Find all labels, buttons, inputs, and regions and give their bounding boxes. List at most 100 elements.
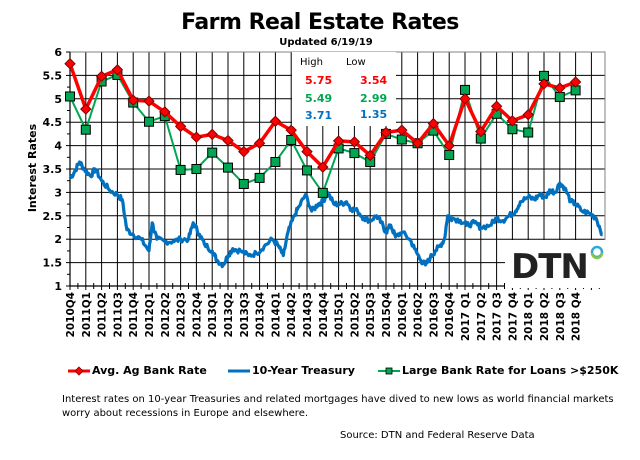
avg-ag-bank-point bbox=[80, 103, 92, 115]
x-tick-label: 2018 Q1 bbox=[523, 292, 535, 341]
avg-ag-bank-point bbox=[364, 149, 376, 162]
x-tick-label: 2016Q1 bbox=[397, 292, 409, 337]
legend-item-large-bank-rate: Large Bank Rate for Loans >$250K bbox=[378, 364, 618, 377]
avg-ag-bank-point bbox=[95, 70, 108, 83]
avg-ag-bank-point bbox=[554, 82, 566, 94]
source-credit: Source: DTN and Federal Reserve Data bbox=[340, 430, 535, 441]
x-axis-ticks: 2010Q4 2011Q1 2011Q2 2011Q3 2011Q4 2012Q1 2012… bbox=[65, 283, 600, 341]
x-tick-label: 2011Q3 bbox=[112, 292, 124, 337]
chart: 11.522.533.544.555.56 2010Q4 2011Q1 2011Q2… bbox=[26, 46, 606, 341]
x-tick-label: 2011Q4 bbox=[128, 292, 140, 337]
large-bank-point bbox=[302, 165, 312, 176]
avg-ag-bank-point bbox=[396, 124, 408, 136]
y-tick-label: 5.5 bbox=[43, 69, 63, 82]
avg-ag-bank-point bbox=[411, 137, 424, 149]
x-tick-label: 2015Q4 bbox=[381, 292, 393, 337]
avg-ag-bank-point bbox=[490, 100, 503, 112]
x-tick-label: 2017 Q4 bbox=[507, 292, 519, 341]
x-tick-label: 2012Q2 bbox=[160, 292, 172, 337]
x-tick-label: 2016Q3 bbox=[428, 292, 440, 337]
avg-ag-bank-point bbox=[159, 106, 171, 118]
x-tick-label: 2015Q3 bbox=[365, 292, 377, 337]
avg-ag-bank-point bbox=[459, 93, 471, 105]
large-bank-point bbox=[444, 149, 455, 160]
x-tick-label: 2010Q4 bbox=[65, 292, 77, 337]
avg-ag-bank-point bbox=[222, 134, 234, 147]
x-tick-label: 2013Q2 bbox=[223, 292, 235, 337]
avg-low-value: 3.54 bbox=[360, 74, 388, 87]
avg-ag-bank-point bbox=[269, 115, 282, 127]
x-tick-label: 2012Q1 bbox=[144, 292, 156, 337]
avg-ag-bank-point bbox=[285, 124, 297, 136]
x-tick-label: 2016Q2 bbox=[413, 292, 425, 337]
avg-ag-bank-point bbox=[111, 64, 124, 76]
legend-item-10-year-treasury: 10-Year Treasury bbox=[228, 364, 355, 377]
large-bank-point bbox=[223, 162, 233, 173]
large-bank-point bbox=[460, 84, 470, 95]
y-tick-label: 6 bbox=[54, 46, 62, 59]
x-tick-label: 2011Q2 bbox=[97, 292, 109, 337]
y-axis-ticks: 1 1.5 2 2.5 3 3.5 4 4.5 5 5.5 6 bbox=[43, 46, 70, 293]
avg-ag-bank-point bbox=[380, 126, 392, 139]
x-tick-label: 2015Q2 bbox=[349, 292, 361, 337]
legend-line-icon bbox=[228, 369, 250, 372]
y-tick-label: 4.5 bbox=[43, 116, 63, 129]
legend-item-avg-ag-bank-rate: Avg. Ag Bank Rate bbox=[68, 364, 207, 377]
avg-ag-bank-point bbox=[143, 95, 155, 107]
x-tick-label: 2014Q1 bbox=[270, 292, 282, 337]
y-tick-label: 3.5 bbox=[43, 163, 63, 176]
x-tick-label: 2018 Q3 bbox=[555, 292, 567, 341]
large-bank-point bbox=[144, 116, 154, 127]
large-bank-point bbox=[207, 147, 218, 158]
x-tick-label: 2013Q1 bbox=[207, 292, 219, 337]
treasury-high-value: 3.71 bbox=[305, 109, 333, 122]
x-tick-label: 2017 Q2 bbox=[476, 292, 488, 341]
treasury-line bbox=[68, 160, 604, 269]
legend-diamond-icon bbox=[68, 365, 90, 376]
large-bank-point bbox=[238, 178, 249, 189]
large-bank-point bbox=[523, 127, 534, 138]
x-tick-label: 2012Q4 bbox=[191, 292, 203, 337]
avg-ag-bank-point bbox=[174, 120, 187, 133]
chart-note: Interest rates on 10-year Treasuries and… bbox=[62, 394, 614, 419]
avg-ag-bank-point bbox=[206, 128, 218, 141]
x-tick-label: 2014Q4 bbox=[318, 292, 330, 337]
x-tick-label: 2012Q3 bbox=[176, 292, 188, 337]
chart-title: Farm Real Estate Rates bbox=[181, 10, 459, 35]
large-low-value: 2.99 bbox=[360, 92, 388, 105]
large-bank-point bbox=[80, 124, 91, 135]
avg-ag-bank-point bbox=[190, 131, 203, 143]
low-label: Low bbox=[346, 57, 366, 68]
avg-ag-bank-point bbox=[253, 137, 266, 149]
x-tick-label: 2016Q4 bbox=[444, 292, 456, 337]
legend-square-icon bbox=[378, 367, 400, 374]
large-high-value: 5.49 bbox=[305, 92, 333, 105]
x-tick-label: 2018 Q4 bbox=[571, 292, 583, 341]
large-bank-point bbox=[191, 164, 202, 174]
avg-high-value: 5.75 bbox=[305, 74, 333, 87]
y-tick-label: 1.5 bbox=[43, 257, 63, 270]
avg-ag-bank-point bbox=[317, 161, 329, 173]
x-tick-label: 2014Q3 bbox=[302, 292, 314, 337]
x-tick-label: 2013Q3 bbox=[239, 292, 251, 337]
avg-ag-bank-point bbox=[569, 76, 582, 88]
avg-ag-bank-point bbox=[427, 117, 440, 130]
x-tick-label: 2014Q2 bbox=[286, 292, 298, 337]
avg-ag-bank-point bbox=[64, 57, 76, 70]
avg-ag-bank-point bbox=[522, 109, 534, 121]
large-bank-point bbox=[317, 187, 328, 198]
y-tick-label: 4 bbox=[54, 140, 62, 153]
large-bank-point bbox=[554, 91, 565, 102]
x-tick-label: 2011Q1 bbox=[81, 292, 93, 337]
avg-ag-bank-point bbox=[348, 136, 361, 148]
large-bank-point bbox=[254, 172, 265, 183]
treasury-low-value: 1.35 bbox=[360, 108, 388, 121]
avg-ag-bank-point bbox=[506, 115, 519, 127]
y-tick-label: 1 bbox=[54, 280, 62, 293]
avg-ag-bank-point bbox=[332, 135, 345, 147]
series-avg-ag-bank-rate bbox=[64, 57, 582, 173]
y-axis-label: Interest Rates bbox=[26, 123, 39, 212]
avg-ag-bank-point bbox=[538, 78, 550, 90]
x-tick-label: 2018 Q2 bbox=[539, 292, 551, 341]
high-low-annotation: High Low 5.75 3.54 5.49 2.99 3.71 1.35 bbox=[292, 52, 396, 126]
